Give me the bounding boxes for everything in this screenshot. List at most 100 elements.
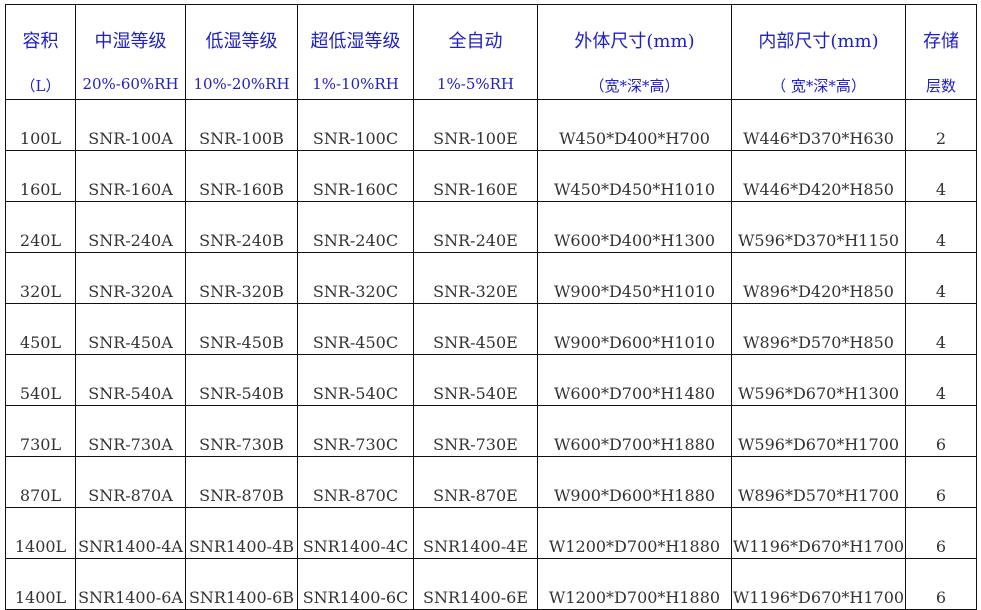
header-label: 超低湿等级 bbox=[310, 31, 401, 52]
table-cell: 1400L bbox=[5, 507, 76, 559]
table-cell: SNR-160C bbox=[297, 150, 414, 202]
table-cell: SNR-240C bbox=[297, 201, 414, 253]
table-cell: W900*D600*H1010 bbox=[537, 303, 732, 355]
table-cell: SNR1400-4E bbox=[413, 507, 538, 559]
table-cell: 160L bbox=[5, 150, 76, 202]
table-cell: SNR1400-6E bbox=[413, 558, 538, 610]
table-cell: SNR1400-6B bbox=[185, 558, 298, 610]
table-cell: SNR-100B bbox=[185, 99, 298, 151]
table-cell: SNR1400-6A bbox=[75, 558, 186, 610]
table-cell: W596*D670*H1300 bbox=[731, 354, 906, 406]
column-header: 外体尺寸(mm) （宽*深*高） bbox=[537, 4, 732, 100]
column-header: 内部尺寸(mm) （ 宽*深*高） bbox=[731, 4, 906, 100]
table-cell: 450L bbox=[5, 303, 76, 355]
table-cell: W600*D700*H1880 bbox=[537, 405, 732, 457]
table-cell: SNR-870C bbox=[297, 456, 414, 508]
column-header: 超低湿等级 1%-10%RH bbox=[297, 4, 414, 100]
table-row: 1400L SNR1400-6A SNR1400-6B SNR1400-6C SNR14… bbox=[5, 558, 977, 610]
table-cell: W596*D670*H1700 bbox=[731, 405, 906, 457]
column-header: 低湿等级 10%-20%RH bbox=[185, 4, 298, 100]
table-cell: 6 bbox=[905, 558, 977, 610]
table-cell: SNR-320A bbox=[75, 252, 186, 304]
table-cell: W446*D370*H630 bbox=[731, 99, 906, 151]
table-cell: SNR1400-6C bbox=[297, 558, 414, 610]
header-label: 全自动 bbox=[448, 31, 503, 52]
table-cell: SNR-730C bbox=[297, 405, 414, 457]
table-cell: 1400L bbox=[5, 558, 76, 610]
table-cell: SNR-240A bbox=[75, 201, 186, 253]
table-cell: SNR-450A bbox=[75, 303, 186, 355]
header-label: 容积 bbox=[22, 31, 59, 52]
table-cell: 4 bbox=[905, 303, 977, 355]
product-spec-table: 容积 （L） 中湿等级 20%-60%RH 低湿等级 10%-20%RH 超低湿等级 1%-1… bbox=[5, 4, 977, 610]
table-cell: SNR-870E bbox=[413, 456, 538, 508]
table-row: 320L SNR-320A SNR-320B SNR-320C SNR-320E W900… bbox=[5, 252, 977, 304]
header-sublabel: 10%-20%RH bbox=[193, 75, 290, 93]
header-label: 外体尺寸(mm) bbox=[574, 31, 695, 52]
table-cell: 2 bbox=[905, 99, 977, 151]
table-cell: SNR1400-4B bbox=[185, 507, 298, 559]
table-cell: 540L bbox=[5, 354, 76, 406]
table-cell: W600*D400*H1300 bbox=[537, 201, 732, 253]
table-cell: W446*D420*H850 bbox=[731, 150, 906, 202]
column-header: 存储 层数 bbox=[905, 4, 977, 100]
header-label: 中湿等级 bbox=[94, 31, 167, 52]
header-sublabel: 1%-10%RH bbox=[312, 75, 399, 93]
table-row: 100L SNR-100A SNR-100B SNR-100C SNR-100E W450… bbox=[5, 99, 977, 151]
table-cell: W900*D600*H1880 bbox=[537, 456, 732, 508]
table-cell: SNR1400-4C bbox=[297, 507, 414, 559]
table-cell: 240L bbox=[5, 201, 76, 253]
table-cell: 6 bbox=[905, 405, 977, 457]
table-cell: W896*D570*H1700 bbox=[731, 456, 906, 508]
column-header: 全自动 1%-5%RH bbox=[413, 4, 538, 100]
table-cell: W1196*D670*H1700 bbox=[731, 558, 906, 610]
table-cell: SNR-730E bbox=[413, 405, 538, 457]
table-row: 1400L SNR1400-4A SNR1400-4B SNR1400-4C SNR14… bbox=[5, 507, 977, 559]
table-cell: SNR-240E bbox=[413, 201, 538, 253]
table-row: 450L SNR-450A SNR-450B SNR-450C SNR-450E W900… bbox=[5, 303, 977, 355]
header-sublabel: 20%-60%RH bbox=[82, 75, 179, 93]
table-cell: 320L bbox=[5, 252, 76, 304]
table-cell: W600*D700*H1480 bbox=[537, 354, 732, 406]
table-cell: SNR-540C bbox=[297, 354, 414, 406]
header-sublabel: 层数 bbox=[925, 77, 956, 95]
table-row: 240L SNR-240A SNR-240B SNR-240C SNR-240E W600… bbox=[5, 201, 977, 253]
header-label: 内部尺寸(mm) bbox=[758, 31, 879, 52]
table-cell: SNR-100A bbox=[75, 99, 186, 151]
table-cell: W1196*D670*H1700 bbox=[731, 507, 906, 559]
table-cell: SNR-160E bbox=[413, 150, 538, 202]
table-cell: SNR-160A bbox=[75, 150, 186, 202]
table-cell: SNR-240B bbox=[185, 201, 298, 253]
header-label: 低湿等级 bbox=[205, 31, 278, 52]
table-row: 730L SNR-730A SNR-730B SNR-730C SNR-730E W600… bbox=[5, 405, 977, 457]
table-row: 540L SNR-540A SNR-540B SNR-540C SNR-540E W600… bbox=[5, 354, 977, 406]
table-cell: SNR-320B bbox=[185, 252, 298, 304]
header-sublabel: 1%-5%RH bbox=[436, 75, 515, 93]
table-cell: SNR-450C bbox=[297, 303, 414, 355]
table-cell: W450*D400*H700 bbox=[537, 99, 732, 151]
table-cell: W1200*D700*H1880 bbox=[537, 507, 732, 559]
table-cell: SNR-540B bbox=[185, 354, 298, 406]
table-cell: 4 bbox=[905, 150, 977, 202]
header-label: 存储 bbox=[923, 31, 959, 52]
table-cell: SNR-450E bbox=[413, 303, 538, 355]
table-cell: SNR1400-4A bbox=[75, 507, 186, 559]
table-cell: SNR-320C bbox=[297, 252, 414, 304]
table-cell: 870L bbox=[5, 456, 76, 508]
table-cell: 4 bbox=[905, 252, 977, 304]
table-cell: SNR-540E bbox=[413, 354, 538, 406]
table-cell: W900*D450*H1010 bbox=[537, 252, 732, 304]
column-header: 容积 （L） bbox=[5, 4, 76, 100]
table-cell: 6 bbox=[905, 456, 977, 508]
table-cell: SNR-730B bbox=[185, 405, 298, 457]
table-cell: W450*D450*H1010 bbox=[537, 150, 732, 202]
table-cell: 100L bbox=[5, 99, 76, 151]
header-sublabel: （ 宽*深*高） bbox=[771, 77, 866, 95]
header-sublabel: （宽*深*高） bbox=[589, 77, 680, 95]
table-cell: SNR-870B bbox=[185, 456, 298, 508]
table-row: 160L SNR-160A SNR-160B SNR-160C SNR-160E W450… bbox=[5, 150, 977, 202]
table-cell: W896*D570*H850 bbox=[731, 303, 906, 355]
table-cell: SNR-730A bbox=[75, 405, 186, 457]
header-row: 容积 （L） 中湿等级 20%-60%RH 低湿等级 10%-20%RH 超低湿等级 1%-1… bbox=[5, 4, 977, 100]
table-cell: SNR-160B bbox=[185, 150, 298, 202]
